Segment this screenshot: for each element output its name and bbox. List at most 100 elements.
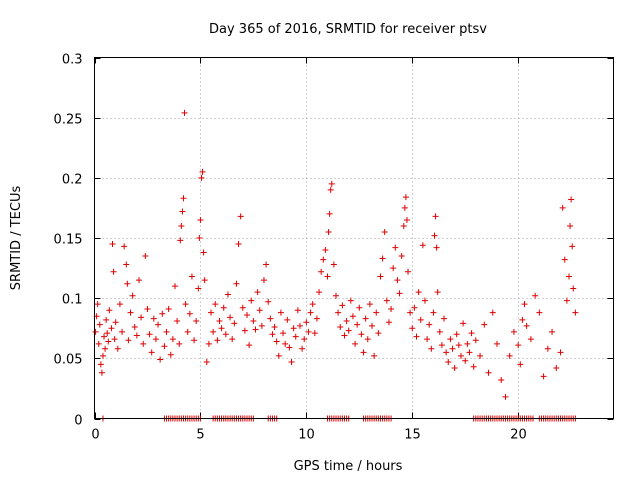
- data-point: [510, 328, 517, 335]
- data-point: [208, 309, 215, 316]
- data-point: [506, 352, 513, 359]
- data-point: [250, 318, 257, 325]
- tick-labels: 0 0.05 0.1 0.15 0.2 0.25 0.3 0 5 10 15 20: [54, 53, 527, 443]
- data-point: [373, 309, 380, 316]
- data-point: [200, 249, 207, 256]
- data-point: [188, 273, 195, 280]
- data-point: [481, 321, 488, 328]
- data-point: [104, 330, 111, 337]
- data-point: [214, 337, 221, 344]
- data-point: [97, 361, 104, 368]
- data-point: [182, 301, 189, 308]
- y-tick-label: 0.05: [54, 353, 83, 368]
- data-point: [216, 318, 223, 325]
- data-point: [352, 340, 359, 347]
- data-point: [171, 283, 178, 290]
- data-point: [549, 328, 556, 335]
- data-point: [394, 277, 401, 284]
- data-point: [286, 344, 293, 351]
- data-point: [485, 369, 492, 376]
- data-point: [318, 268, 325, 275]
- data-point: [241, 327, 248, 334]
- data-point: [362, 315, 369, 322]
- data-point: [375, 330, 382, 337]
- data-point: [199, 168, 206, 175]
- data-point: [449, 345, 456, 352]
- data-point: [131, 324, 138, 331]
- y-tick-label: 0.1: [62, 293, 83, 308]
- data-point: [417, 316, 424, 323]
- data-point: [252, 326, 259, 333]
- x-tick-label: 5: [196, 428, 204, 443]
- data-point: [572, 309, 579, 316]
- data-point: [415, 289, 422, 296]
- data-point: [140, 340, 147, 347]
- data-point: [155, 321, 162, 328]
- y-axis-title: SRMTID / TECUs: [9, 186, 24, 291]
- data-point: [146, 331, 153, 338]
- data-point: [129, 292, 136, 299]
- data-point: [559, 204, 566, 211]
- data-point: [307, 309, 314, 316]
- y-tick-label: 0: [74, 414, 82, 429]
- data-point: [455, 342, 462, 349]
- data-point: [532, 292, 539, 299]
- data-point: [135, 277, 142, 284]
- data-point: [244, 312, 251, 319]
- data-point: [322, 247, 329, 254]
- x-tick-label: 0: [91, 428, 99, 443]
- data-point: [392, 244, 399, 251]
- data-point: [407, 309, 414, 316]
- data-point: [438, 342, 445, 349]
- data-point: [222, 331, 229, 338]
- data-point: [426, 321, 433, 328]
- data-point: [563, 297, 570, 304]
- data-point: [377, 273, 384, 280]
- data-point: [502, 393, 509, 400]
- data-point: [127, 309, 134, 316]
- data-point: [325, 228, 332, 235]
- data-point: [343, 318, 350, 325]
- data-point: [536, 309, 543, 316]
- y-tick-label: 0.25: [54, 113, 83, 128]
- data-point: [428, 345, 435, 352]
- data-point: [443, 349, 450, 356]
- data-point: [205, 340, 212, 347]
- data-point: [258, 322, 265, 329]
- chart-title: Day 365 of 2016, SRMTID for receiver pts…: [209, 22, 487, 37]
- data-point: [569, 243, 576, 250]
- data-point: [431, 232, 438, 239]
- data-point: [210, 328, 217, 335]
- data-point: [388, 305, 395, 312]
- data-point: [413, 333, 420, 340]
- data-point: [273, 338, 280, 345]
- data-point: [177, 237, 184, 244]
- data-point: [489, 309, 496, 316]
- data-point: [294, 307, 301, 314]
- data-point: [519, 316, 526, 323]
- data-point: [233, 280, 240, 287]
- data-points: [92, 109, 579, 422]
- data-point: [263, 261, 270, 268]
- data-point: [401, 204, 408, 211]
- data-point: [320, 256, 327, 263]
- data-point: [148, 349, 155, 356]
- data-point: [288, 358, 295, 365]
- data-point: [347, 297, 354, 304]
- data-point: [191, 337, 198, 344]
- data-point: [246, 342, 253, 349]
- data-point: [356, 304, 363, 311]
- data-point: [328, 180, 335, 187]
- data-point: [369, 322, 376, 329]
- data-point: [332, 292, 339, 299]
- data-point: [203, 358, 210, 365]
- data-point: [96, 321, 103, 328]
- data-point: [157, 356, 164, 363]
- data-point: [197, 216, 204, 223]
- data-point: [379, 255, 386, 262]
- data-point: [301, 336, 308, 343]
- data-point: [313, 315, 320, 322]
- data-point: [553, 364, 560, 371]
- data-point: [390, 265, 397, 272]
